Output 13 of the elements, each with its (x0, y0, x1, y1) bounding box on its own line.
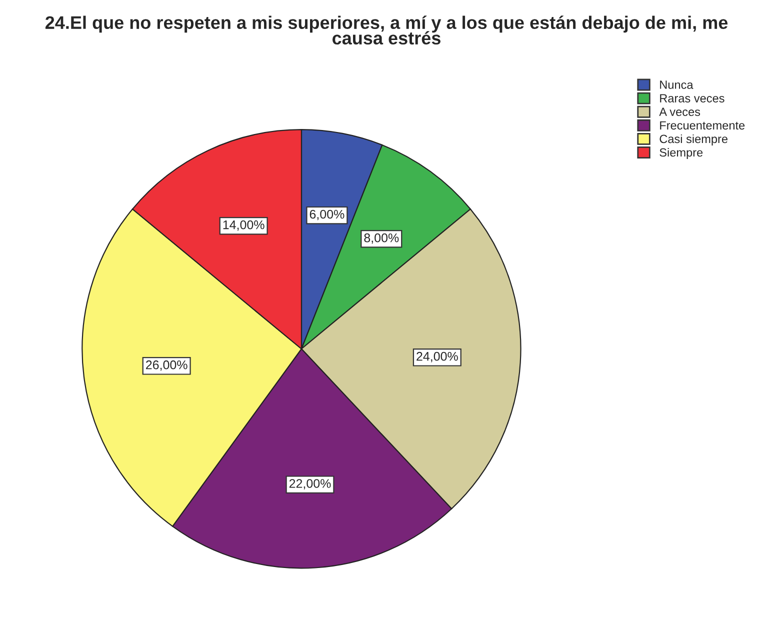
data-label: 14,00% (223, 220, 264, 231)
chart-title: 24.El que no respeten a mis superiores, a mí y a los que están debajo de mi, me causa estrés (45, 16, 728, 45)
legend-label: Nunca (660, 80, 694, 89)
data-label: 22,00% (289, 479, 331, 490)
legend-label: Raras veces (660, 94, 724, 102)
legend-label: Siempre (660, 148, 703, 159)
data-label: 6,00% (310, 210, 344, 220)
legend-label: Frecuentemente (660, 121, 745, 130)
data-label: 8,00% (364, 233, 399, 244)
data-label: 26,00% (146, 360, 188, 371)
legend-label: A veces (659, 108, 700, 116)
data-label: 24,00% (416, 352, 458, 362)
legend-label: Casi siempre (660, 134, 728, 146)
